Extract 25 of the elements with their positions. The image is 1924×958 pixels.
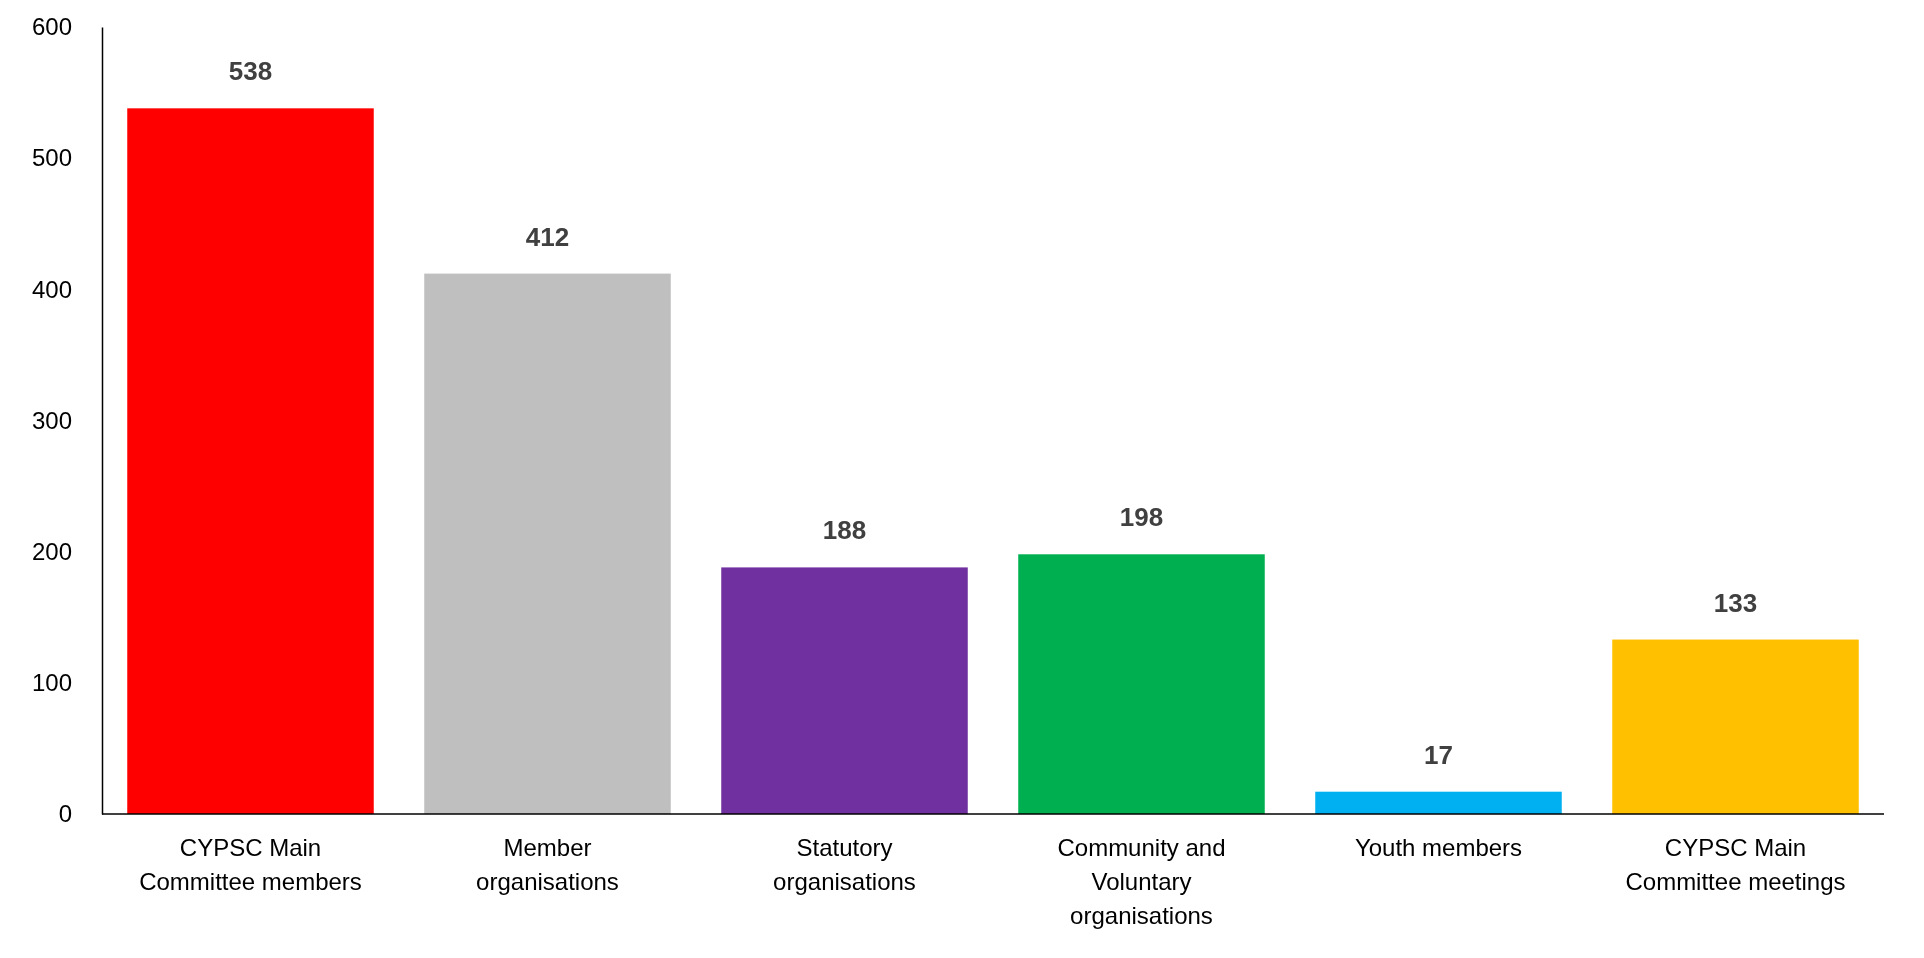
y-tick-label: 500 <box>31 144 72 172</box>
data-label: 133 <box>1713 587 1758 618</box>
y-tick-label: 400 <box>31 275 72 303</box>
x-tick-label: Community and Voluntary organisations <box>1057 834 1226 929</box>
x-tick-label: CYPSC Main Committee members <box>139 834 362 895</box>
y-tick-label: 100 <box>31 669 72 697</box>
bar <box>424 273 671 814</box>
y-tick-label: 300 <box>31 406 72 434</box>
x-tick-label: Youth members <box>1354 834 1523 861</box>
bar <box>127 108 374 814</box>
data-label: 412 <box>525 221 570 252</box>
x-tick-label: Statutory organisations <box>773 834 916 895</box>
data-label: 198 <box>1119 502 1164 533</box>
bar <box>1315 791 1562 814</box>
bar <box>1612 639 1859 814</box>
y-tick-label: 600 <box>31 13 72 41</box>
data-label: 188 <box>822 515 867 546</box>
x-tick-label: Member organisations <box>476 834 619 895</box>
data-label: 538 <box>228 56 273 87</box>
bar <box>721 567 968 814</box>
y-tick-label: 0 <box>58 800 72 828</box>
x-tick-label: CYPSC Main Committee meetings <box>1625 834 1846 895</box>
y-tick-label: 200 <box>31 537 72 565</box>
data-label: 17 <box>1424 739 1453 770</box>
bar <box>1018 554 1265 814</box>
